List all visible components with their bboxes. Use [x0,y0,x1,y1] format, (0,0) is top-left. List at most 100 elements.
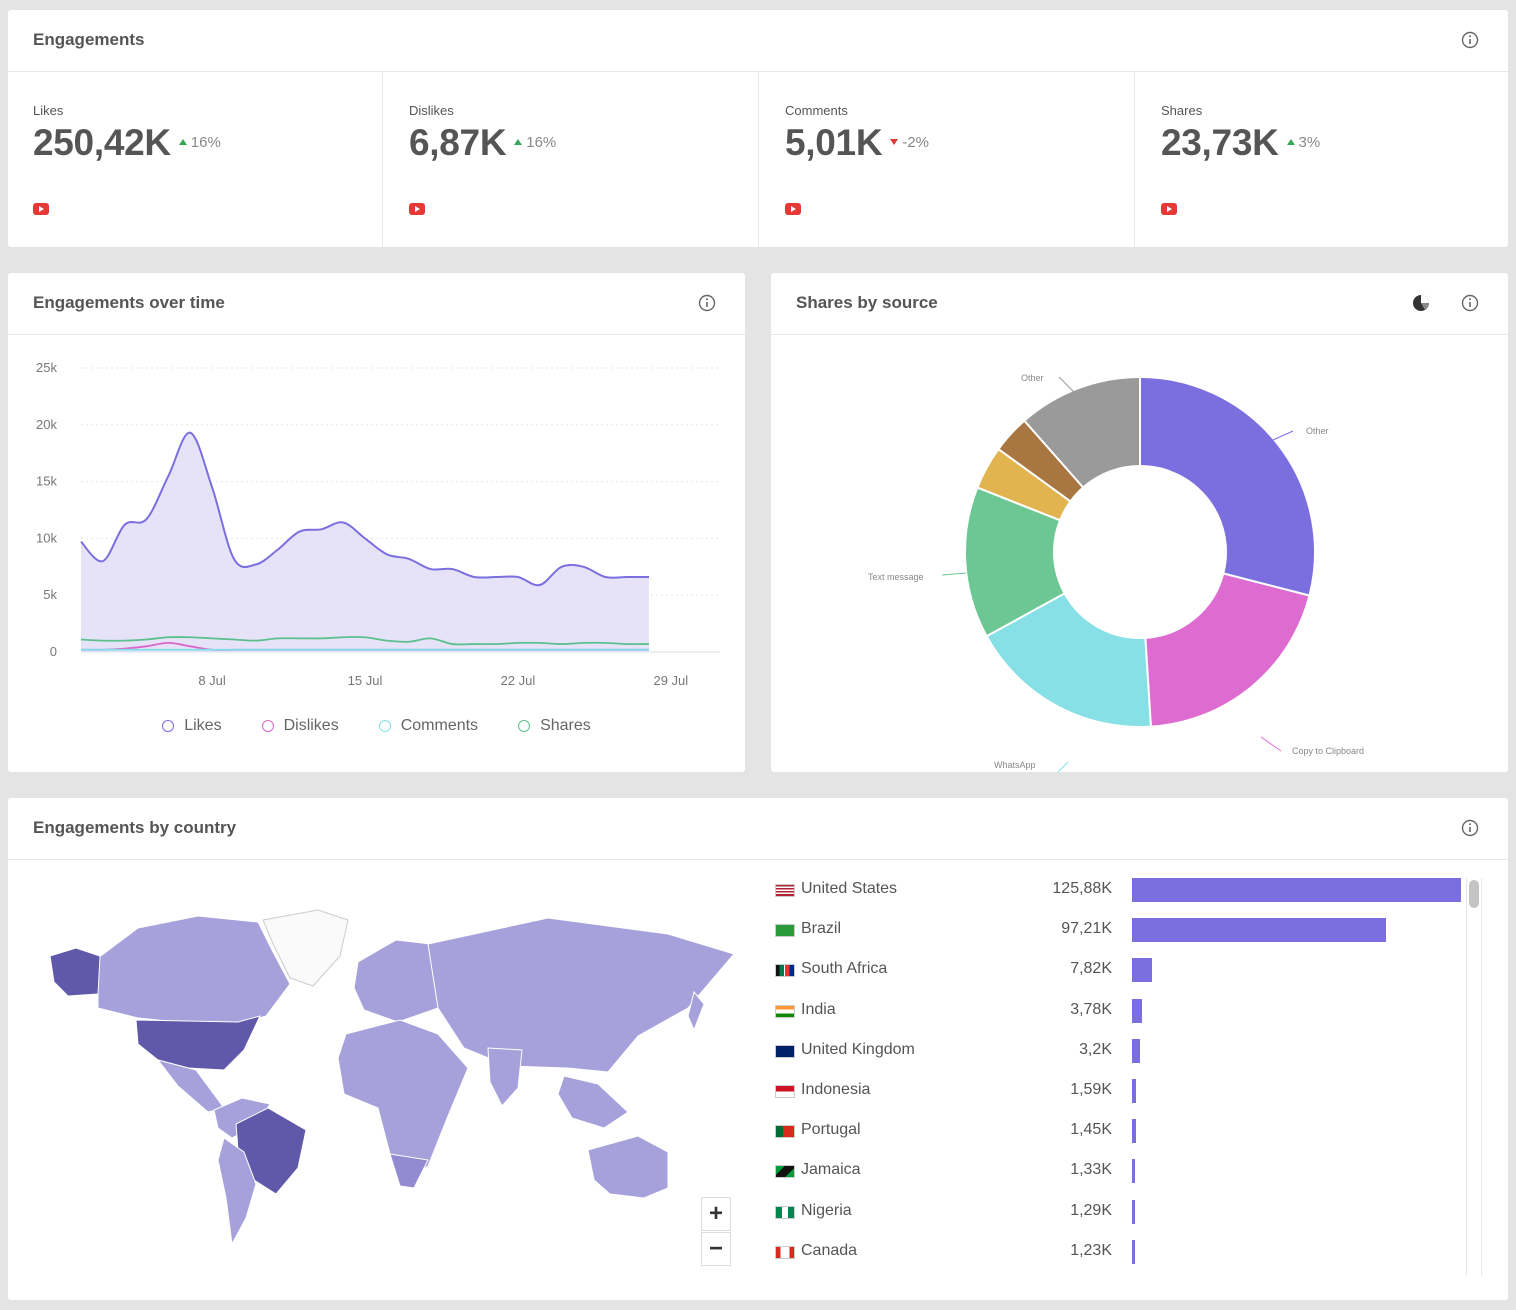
info-icon[interactable] [698,294,716,312]
youtube-icon [409,203,425,215]
country-bar [1132,998,1142,1023]
metric-value: 5,01K [785,122,883,163]
engagements-title: Engagements [33,30,145,49]
info-icon[interactable] [1461,31,1479,49]
flag-icon [775,1004,795,1018]
series-line-likes[interactable] [80,431,649,587]
metric-label: Shares [1161,103,1203,118]
country-name: Jamaica [801,1161,861,1179]
country-name: United Kingdom [801,1040,915,1058]
pie-label-other-right: Other [1306,426,1329,436]
metric-delta: -2% [890,134,929,151]
legend-dot-icon [378,720,391,732]
engagements-card: Engagements Likes 250,42K 16% Dislikes 6,87K… [8,10,1508,247]
donut-slice[interactable] [1139,375,1316,597]
info-icon[interactable] [1461,819,1479,837]
country-name: Nigeria [801,1201,852,1219]
legend-label: Dislikes [283,717,339,734]
donut-slice[interactable] [964,486,1066,638]
y-tick-label: 20k [36,417,57,432]
donut-slice[interactable] [985,592,1153,728]
metric-value: 6,87K [409,122,507,163]
country-row[interactable]: United Kingdom 3,2K [775,1038,1460,1063]
donut-slice[interactable] [975,447,1072,522]
flag-icon [775,1085,795,1098]
arrow-up-icon [178,139,187,145]
metric-delta: 16% [178,134,221,151]
over-time-header: Engagements over time [8,273,745,335]
pie-chart-toggle-icon[interactable] [1412,294,1430,312]
legend-item-likes[interactable]: Likes [162,717,222,735]
y-tick-label: 25k [36,360,57,375]
country-name: Brazil [801,920,842,938]
country-row[interactable]: Indonesia 1,59K [775,1079,1460,1103]
legend-item-dislikes[interactable]: Dislikes [261,717,339,735]
x-tick-label: 29 Jul [653,673,688,688]
country-value: 1,33K [1070,1161,1112,1179]
metric-label: Likes [33,103,64,118]
country-row[interactable]: Portugal 1,45K [775,1119,1460,1144]
map-usa [135,1015,261,1071]
x-tick-label: 22 Jul [501,673,536,688]
world-map[interactable] [28,898,748,1278]
country-row[interactable]: Nigeria 1,29K [775,1199,1460,1224]
country-bar [1132,918,1387,943]
shares-title: Shares by source [796,293,938,312]
x-tick-label: 8 Jul [198,673,226,688]
chart-legend: Likes Dislikes Comments Shares [8,717,745,735]
flag-icon [775,1205,795,1219]
flag-icon [775,924,795,938]
country-list-scrollbar[interactable] [1466,878,1482,1276]
country-name: Canada [801,1241,858,1259]
info-icon[interactable] [1461,294,1479,312]
country-row[interactable]: India 3,78K [775,998,1460,1023]
map-alaska [49,947,101,997]
engagements-line-chart: 0 5k 10k 15k 20k 25k 8 Jul 15 Jul 22 Jul 29 Jul [36,360,720,688]
country-bar [1132,1079,1137,1103]
country-value: 7,82K [1070,960,1112,978]
y-tick-label: 5k [43,587,57,602]
scrollbar-thumb[interactable] [1469,880,1479,908]
country-bar [1132,1199,1136,1224]
country-name: Portugal [801,1121,861,1139]
legend-dot-icon [518,720,531,732]
legend-item-shares[interactable]: Shares [518,717,591,735]
metric-tile-likes: Likes 250,42K 16% [8,72,383,247]
series-line-shares[interactable] [80,636,650,646]
metric-label: Dislikes [409,103,454,118]
youtube-icon [1161,203,1177,215]
legend-item-comments[interactable]: Comments [378,717,478,735]
donut-slice[interactable] [997,419,1085,503]
metric-tile-dislikes: Dislikes 6,87K 16% [384,72,759,247]
map-japan [687,990,705,1032]
pie-label-whatsapp: WhatsApp [994,760,1036,770]
country-header: Engagements by country [8,798,1508,860]
map-south-america-south [217,1137,257,1246]
map-southeast-asia [557,1075,629,1129]
country-row[interactable]: Canada 1,23K [775,1239,1460,1264]
country-row[interactable]: United States 125,88K [775,878,1461,902]
metric-delta-text: -2% [902,133,929,151]
country-name: India [801,1000,836,1018]
zoom-out-button[interactable]: − [701,1232,731,1266]
pie-label-other-top: Other [1021,373,1044,383]
country-row[interactable]: Jamaica 1,33K [775,1159,1460,1184]
series-area-likes [81,432,649,652]
engagements-over-time-card: Engagements over time 0 5k 10k 15k 20k 25k 8 J… [8,273,745,772]
country-row[interactable]: Brazil 97,21K [775,918,1460,943]
zoom-in-button[interactable]: + [701,1197,731,1231]
flag-icon [775,1245,795,1259]
map-india [487,1047,523,1107]
metric-delta: 16% [514,134,556,151]
pie-label-copy-to-clipboard: Copy to Clipboard [1292,746,1364,756]
metric-value-row: 6,87K 16% [409,122,556,164]
arrow-up-icon [514,139,523,145]
donut-slice[interactable] [1144,572,1311,728]
country-value: 1,23K [1070,1241,1112,1259]
shares-by-source-card: Shares by source Other Other Text messag… [771,273,1508,772]
legend-label: Likes [184,717,222,734]
country-name: United States [801,880,898,897]
country-value: 1,29K [1070,1201,1112,1219]
country-row[interactable]: South Africa 7,82K [775,958,1460,983]
leader-line-other-top [1058,376,1076,394]
